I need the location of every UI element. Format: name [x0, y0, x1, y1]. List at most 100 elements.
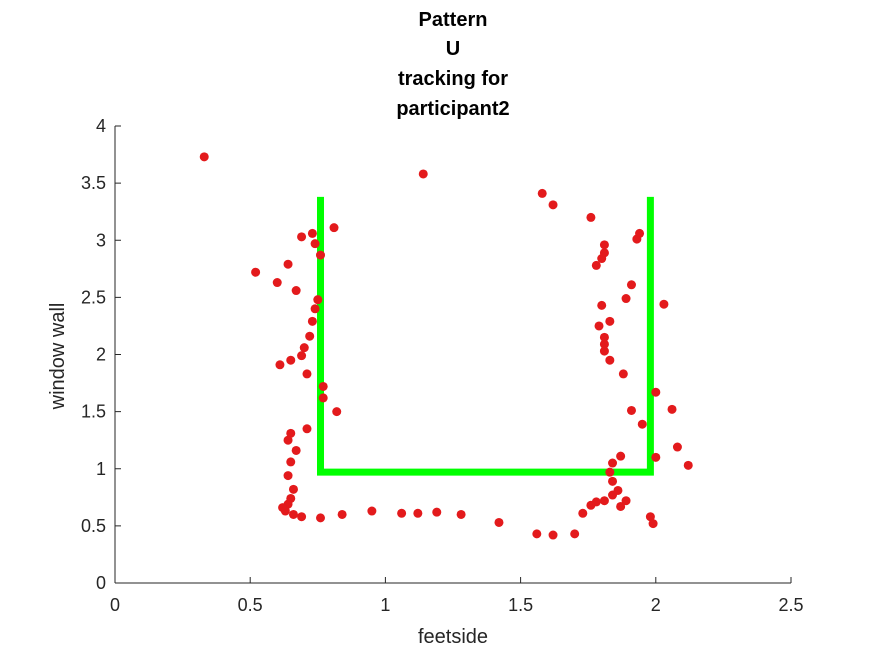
tracking-point — [286, 428, 296, 438]
tracking-point — [286, 457, 296, 467]
y-tick-label: 0 — [96, 573, 106, 593]
tracking-point — [286, 355, 296, 365]
tracking-point — [313, 295, 323, 305]
x-tick-label: 0.5 — [238, 595, 263, 615]
y-tick-label: 0.5 — [81, 516, 106, 536]
tracking-point — [413, 508, 423, 518]
title-line-2: U — [446, 38, 460, 60]
tracking-point — [199, 152, 209, 162]
tracking-point — [648, 519, 658, 529]
tracking-point — [367, 506, 377, 516]
x-tick-label: 1 — [380, 595, 390, 615]
points-layer — [199, 152, 693, 540]
tracking-point — [548, 530, 558, 540]
tracking-point — [318, 381, 328, 391]
axes: 0 0.5 1 1.5 2 2.5 0 0.5 1 1.5 2 2.5 3 3.5 4 — [81, 116, 804, 615]
tracking-point — [591, 260, 601, 270]
chart-title: Pattern U tracking for participant2 — [396, 9, 509, 120]
tracking-point — [494, 517, 504, 527]
y-tick-label: 2 — [96, 345, 106, 365]
tracking-point — [302, 369, 312, 379]
tracking-point — [651, 452, 661, 462]
tracking-point — [591, 497, 601, 507]
tracking-point — [291, 445, 301, 455]
x-tick-label: 0 — [110, 595, 120, 615]
tracking-point — [310, 304, 320, 314]
tracking-point — [616, 451, 626, 461]
tracking-point — [608, 458, 618, 468]
tracking-point — [605, 467, 615, 477]
tracking-point — [599, 346, 609, 356]
tracking-point — [288, 484, 298, 494]
tracking-point — [618, 369, 628, 379]
y-axis-label: window wall — [47, 303, 69, 411]
tracking-point — [307, 316, 317, 326]
tracking-point — [605, 355, 615, 365]
tracking-point — [456, 509, 466, 519]
tracking-point — [651, 387, 661, 397]
tracking-point — [275, 360, 285, 370]
tracking-point — [316, 513, 326, 523]
y-tick-label: 2.5 — [81, 287, 106, 307]
tracking-point — [605, 316, 615, 326]
tracking-point — [297, 512, 307, 522]
tracking-point — [613, 485, 623, 495]
title-line-3: tracking for — [398, 68, 508, 90]
tracking-point — [297, 351, 307, 361]
tracking-point — [548, 200, 558, 210]
tracking-point — [645, 512, 655, 522]
tracking-point — [599, 339, 609, 349]
tracking-point — [316, 250, 326, 260]
tracking-point — [283, 435, 293, 445]
tracking-point — [621, 496, 631, 506]
tracking-point — [307, 228, 317, 238]
tracking-point — [251, 267, 261, 277]
tracking-point — [667, 404, 677, 414]
tracking-point — [537, 188, 547, 198]
x-axis-label: feetside — [418, 626, 488, 648]
tracking-point — [616, 501, 626, 511]
tracking-point — [635, 228, 645, 238]
tracking-point — [599, 248, 609, 258]
tracking-point — [626, 280, 636, 290]
title-line-1: Pattern — [419, 9, 488, 31]
tracking-point — [570, 529, 580, 539]
tracking-point — [337, 509, 347, 519]
tracking-point — [599, 496, 609, 506]
tracking-point — [397, 508, 407, 518]
tracking-point — [683, 460, 693, 470]
x-tick-label: 2 — [651, 595, 661, 615]
tracking-point — [297, 232, 307, 242]
tracking-point — [599, 332, 609, 342]
tracking-point — [672, 442, 682, 452]
tracking-point — [283, 471, 293, 481]
tracking-point — [608, 476, 618, 486]
y-tick-label: 1.5 — [81, 402, 106, 422]
tracking-point — [626, 405, 636, 415]
tracking-point — [597, 300, 607, 310]
tracking-point — [332, 407, 342, 417]
tracking-point — [659, 299, 669, 309]
tracking-point — [280, 506, 290, 516]
tracking-point — [637, 419, 647, 429]
tracking-point — [599, 240, 609, 250]
tracking-point — [578, 508, 588, 518]
tracking-point — [621, 294, 631, 304]
tracking-point — [283, 259, 293, 269]
y-tick-label: 3 — [96, 230, 106, 250]
y-tick-label: 1 — [96, 459, 106, 479]
title-line-4: participant2 — [396, 98, 509, 120]
tracking-point — [288, 509, 298, 519]
tracking-point — [291, 286, 301, 296]
tracking-point — [329, 223, 339, 233]
tracking-point — [305, 331, 315, 341]
tracking-point — [299, 343, 309, 353]
tracking-point — [310, 239, 320, 249]
tracking-point — [586, 212, 596, 222]
x-tick-label: 1.5 — [508, 595, 533, 615]
tracking-point — [594, 321, 604, 331]
tracking-point — [418, 169, 428, 179]
tracking-point — [318, 393, 328, 403]
pattern-layer — [317, 196, 654, 476]
